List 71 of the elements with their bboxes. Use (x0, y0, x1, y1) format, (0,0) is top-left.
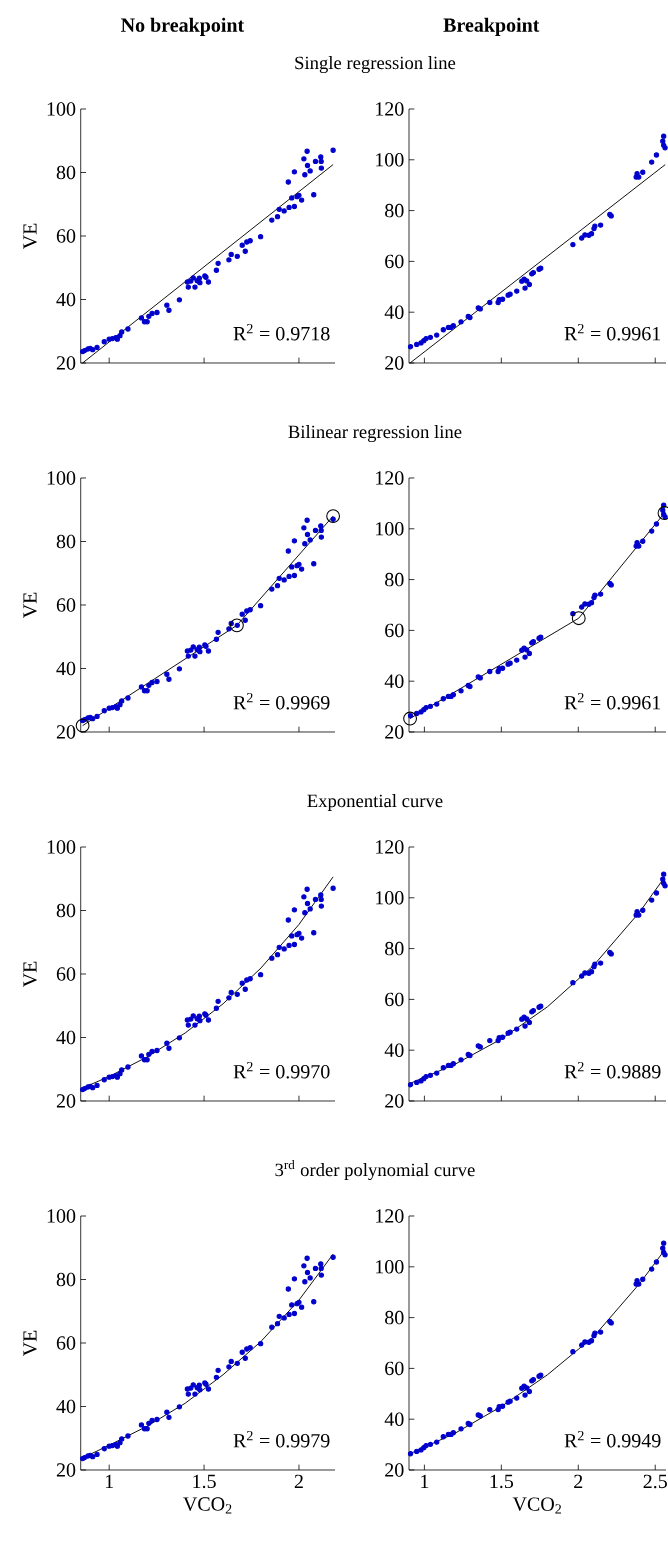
y-tick-label: 20 (56, 1094, 76, 1108)
x-axis-title: VCO$_{2}$ (183, 1497, 232, 1514)
y-tick-label: 60 (385, 1361, 404, 1376)
y-axis-title: VE (23, 223, 37, 250)
y-tick-label: 40 (56, 661, 76, 676)
y-tick-label: 60 (385, 254, 404, 269)
y-tick-label: 60 (56, 1336, 76, 1350)
y-tick-label: 60 (56, 229, 76, 243)
y-tick-label: 40 (56, 292, 76, 307)
x-tick-label: 1 (421, 1474, 429, 1488)
y-tick-label: 120 (376, 840, 404, 854)
y-tick-label: 20 (385, 1094, 404, 1108)
y-tick-label: 80 (56, 903, 76, 918)
annotation: R$^{2}$ = 0.9889 (564, 1061, 661, 1079)
y-tick-label: 60 (385, 623, 404, 638)
y-tick-label: 20 (385, 356, 404, 370)
y-tick-label: 120 (376, 102, 404, 116)
annotation: R$^{2}$ = 0.9961 (564, 323, 661, 341)
x-tick-label: 2.5 (643, 1474, 667, 1489)
annotation: R$^{2}$ = 0.9979 (233, 1430, 330, 1448)
y-tick-label: 100 (47, 102, 76, 116)
y-tick-label: 80 (56, 165, 76, 180)
annotation: R$^{2}$ = 0.9970 (233, 1061, 330, 1079)
annotation: R$^{2}$ = 0.9961 (564, 692, 661, 710)
annotation: R$^{2}$ = 0.9949 (564, 1430, 661, 1448)
x-tick-label: 2 (574, 1474, 583, 1488)
x-tick-label: 1.5 (193, 1474, 216, 1489)
text: Single regression line (295, 56, 456, 74)
y-tick-label: 20 (56, 356, 76, 370)
x-tick-label: 2 (294, 1474, 303, 1488)
y-axis-title: VE (23, 961, 37, 988)
x-tick-label: 1 (105, 1474, 113, 1488)
y-tick-label: 40 (56, 1030, 76, 1045)
text: Bilinear regression line (288, 425, 462, 443)
y-tick-label: 100 (47, 840, 76, 854)
y-tick-label: 20 (56, 1463, 76, 1477)
x-axis-title: VCO$_{2}$ (512, 1497, 562, 1514)
y-tick-label: 100 (376, 891, 404, 905)
y-tick-label: 60 (385, 992, 404, 1007)
y-tick-label: 100 (376, 1260, 404, 1274)
y-tick-label: 20 (56, 725, 76, 739)
y-tick-label: 40 (384, 674, 404, 688)
x-tick-label: 1.5 (490, 1474, 514, 1489)
y-tick-label: 120 (376, 471, 404, 485)
y-tick-label: 80 (385, 941, 404, 956)
y-tick-label: 100 (47, 471, 76, 485)
y-tick-label: 60 (56, 598, 76, 612)
y-tick-label: 40 (384, 1043, 404, 1057)
y-tick-label: 100 (47, 1209, 76, 1223)
y-tick-label: 100 (376, 153, 404, 167)
y-tick-label: 20 (385, 725, 404, 739)
chart-title: No breakpoint (121, 17, 245, 36)
y-tick-label: 120 (376, 1209, 404, 1223)
y-axis-title: VE (23, 592, 37, 619)
y-axis-title: VE (23, 1330, 37, 1357)
annotation: R$^{2}$ = 0.9969 (233, 692, 330, 710)
y-tick-label: 40 (384, 305, 404, 319)
y-tick-label: 80 (56, 534, 76, 549)
y-tick-label: 100 (376, 522, 404, 536)
y-tick-label: 40 (384, 1412, 404, 1426)
annotation: R$^{2}$ = 0.9718 (233, 323, 330, 341)
chart-title: Breakpoint (443, 17, 540, 36)
y-tick-label: 60 (56, 967, 76, 981)
y-tick-label: 80 (385, 572, 404, 587)
text: Exponential curve (307, 794, 443, 811)
y-tick-label: 80 (385, 203, 404, 218)
y-tick-label: 20 (385, 1463, 404, 1477)
text: 3$^{rd}$ order polynomial curve (275, 1159, 475, 1181)
y-tick-label: 80 (56, 1272, 76, 1287)
y-tick-label: 80 (385, 1310, 404, 1325)
y-tick-label: 40 (56, 1399, 76, 1414)
